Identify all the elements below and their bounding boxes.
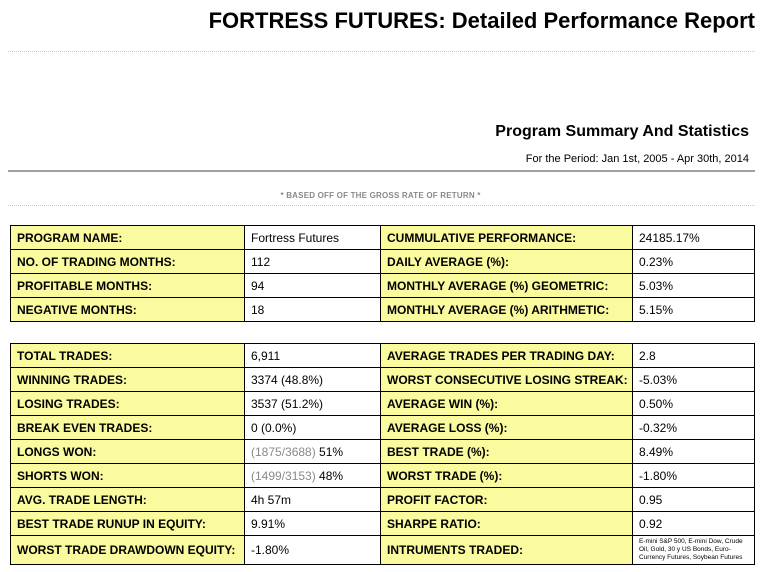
stat-label: BEST TRADE RUNUP IN EQUITY: [10,511,245,536]
divider [8,51,755,52]
stat-label: WORST TRADE (%): [380,463,633,488]
stat-value: 112 [244,249,381,274]
stat-value: 2.8 [632,343,755,368]
stat-value: 6,911 [244,343,381,368]
stat-label: BEST TRADE (%): [380,439,633,464]
stat-label: LOSING TRADES: [10,391,245,416]
stat-value: 3374 (48.8%) [244,367,381,392]
stat-label: MONTHLY AVERAGE (%) GEOMETRIC: [380,273,633,298]
stat-value: 18 [244,297,381,322]
stat-label: SHARPE RATIO: [380,511,633,536]
report-title: FORTRESS FUTURES: Detailed Performance R… [208,8,755,33]
stat-value: -1.80% [632,463,755,488]
stat-label: BREAK EVEN TRADES: [10,415,245,440]
stat-value: 0.95 [632,487,755,512]
table-row: AVG. TRADE LENGTH: 4h 57m PROFIT FACTOR:… [10,487,755,512]
stat-label: NEGATIVE MONTHS: [10,297,245,322]
stat-value: 0.23% [632,249,755,274]
stat-value: -0.32% [632,415,755,440]
stat-label: WORST CONSECUTIVE LOSING STREAK: [380,367,633,392]
stat-label: AVERAGE TRADES PER TRADING DAY: [380,343,633,368]
stat-value: (1499/3153) 48% [244,463,381,488]
divider [8,205,755,206]
stat-label: PROFITABLE MONTHS: [10,273,245,298]
stat-value: 3537 (51.2%) [244,391,381,416]
instruments-text: E-mini S&P 500, E-mini Dow, Crude Oil, G… [639,538,743,561]
gross-return-note: * BASED OFF OF THE GROSS RATE OF RETURN … [280,191,481,200]
table-row: LONGS WON: (1875/3688) 51% BEST TRADE (%… [10,439,755,464]
summary-table: PROGRAM NAME: Fortress Futures CUMMULATI… [10,225,755,322]
stat-value: Fortress Futures [244,225,381,250]
stat-label: AVERAGE WIN (%): [380,391,633,416]
table-row: BEST TRADE RUNUP IN EQUITY: 9.91% SHARPE… [10,511,755,536]
table-row: SHORTS WON: (1499/3153) 48% WORST TRADE … [10,463,755,488]
stat-label: PROGRAM NAME: [10,225,245,250]
stat-label: AVERAGE LOSS (%): [380,415,633,440]
stat-value: 5.03% [632,273,755,298]
stat-value: 4h 57m [244,487,381,512]
stat-value: 9.91% [244,511,381,536]
stat-label: TOTAL TRADES: [10,343,245,368]
stat-label: LONGS WON: [10,439,245,464]
stat-value: 24185.17% [632,225,755,250]
report-period: For the Period: Jan 1st, 2005 - Apr 30th… [525,153,749,165]
stat-label: SHORTS WON: [10,463,245,488]
stat-value: 0.92 [632,511,755,536]
stat-value: 5.15% [632,297,755,322]
section-title: Program Summary And Statistics [495,123,749,140]
stat-label: PROFIT FACTOR: [380,487,633,512]
stat-label: NO. OF TRADING MONTHS: [10,249,245,274]
table-row: LOSING TRADES: 3537 (51.2%) AVERAGE WIN … [10,391,755,416]
stat-label: DAILY AVERAGE (%): [380,249,633,274]
table-row: NEGATIVE MONTHS: 18 MONTHLY AVERAGE (%) … [10,297,755,322]
stat-ratio: (1875/3688) [251,444,316,459]
table-row: PROGRAM NAME: Fortress Futures CUMMULATI… [10,225,755,250]
stat-label: WORST TRADE DRAWDOWN EQUITY: [10,535,245,565]
stat-label: MONTHLY AVERAGE (%) ARITHMETIC: [380,297,633,322]
stat-label: INTRUMENTS TRADED: [380,535,633,565]
table-row: BREAK EVEN TRADES: 0 (0.0%) AVERAGE LOSS… [10,415,755,440]
table-row: NO. OF TRADING MONTHS: 112 DAILY AVERAGE… [10,249,755,274]
stat-percent: 48% [315,468,344,483]
divider [8,170,755,172]
stat-value: -5.03% [632,367,755,392]
table-row: WORST TRADE DRAWDOWN EQUITY: -1.80% INTR… [10,535,755,565]
stat-value: 0 (0.0%) [244,415,381,440]
stat-value: 0.50% [632,391,755,416]
instruments-list: E-mini S&P 500, E-mini Dow, Crude Oil, G… [632,535,755,565]
table-row: WINNING TRADES: 3374 (48.8%) WORST CONSE… [10,367,755,392]
stat-label: WINNING TRADES: [10,367,245,392]
stat-ratio: (1499/3153) [251,468,316,483]
stat-value: 94 [244,273,381,298]
stat-value: -1.80% [244,535,381,565]
table-row: TOTAL TRADES: 6,911 AVERAGE TRADES PER T… [10,343,755,368]
stat-label: AVG. TRADE LENGTH: [10,487,245,512]
trade-stats-table: TOTAL TRADES: 6,911 AVERAGE TRADES PER T… [10,343,755,565]
table-row: PROFITABLE MONTHS: 94 MONTHLY AVERAGE (%… [10,273,755,298]
stat-percent: 51% [315,444,344,459]
stat-value: 8.49% [632,439,755,464]
stat-value: (1875/3688) 51% [244,439,381,464]
stat-label: CUMMULATIVE PERFORMANCE: [380,225,633,250]
